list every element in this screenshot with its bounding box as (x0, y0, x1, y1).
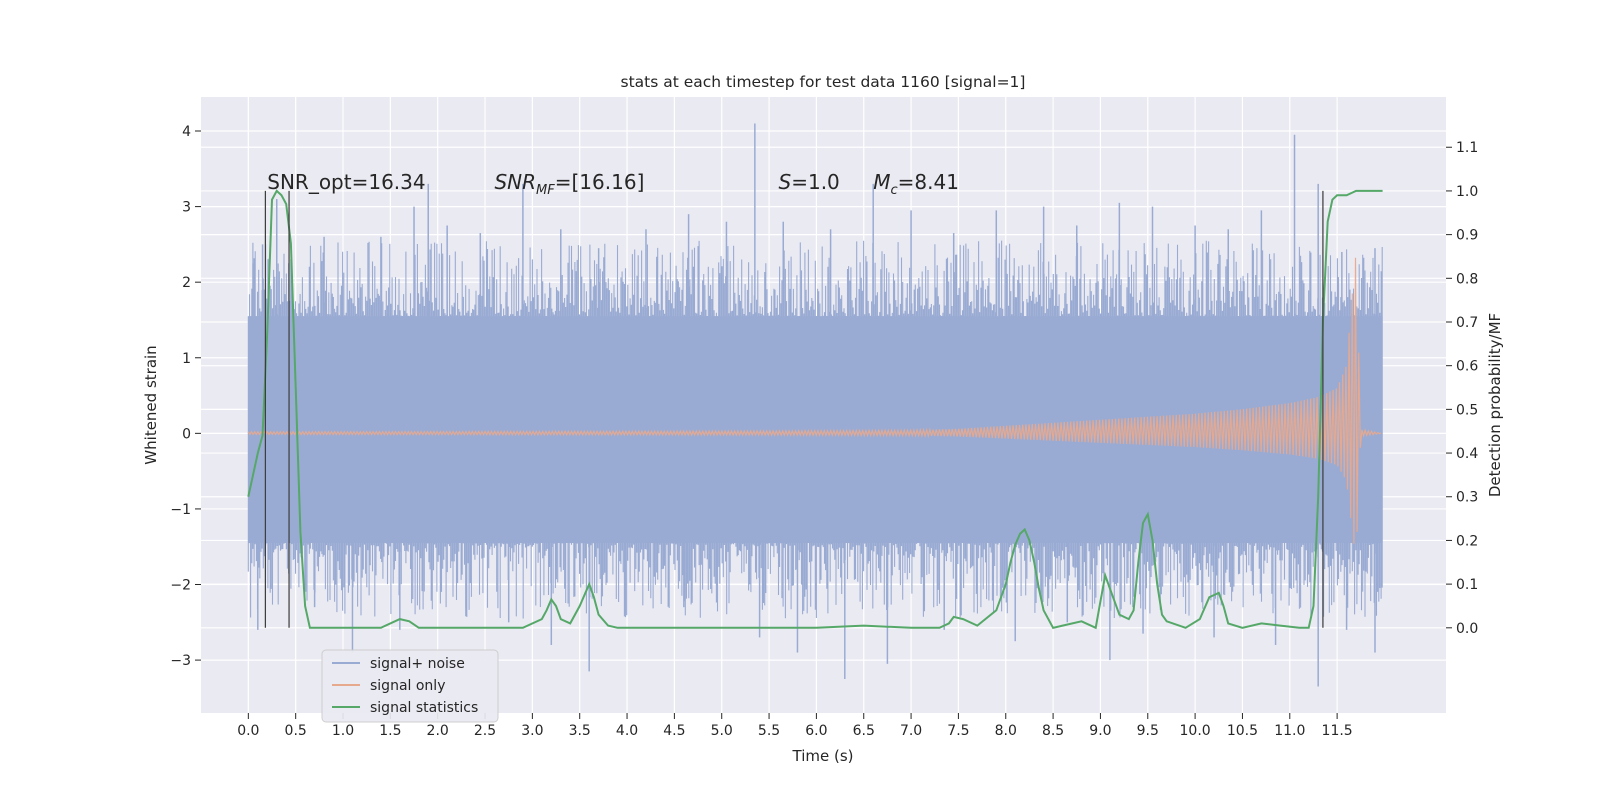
series-signal-statistics (247, 189, 1383, 630)
x-tick-label: 6.5 (853, 723, 875, 739)
y-right-tick-label: 0.3 (1456, 490, 1478, 506)
y-right-tick-label: 0.0 (1456, 621, 1478, 637)
y-right-tick-label: 0.2 (1456, 533, 1478, 549)
x-axis-label: Time (s) (792, 747, 854, 765)
legend-box (321, 649, 499, 723)
y-right-tick-label: 1.1 (1456, 140, 1478, 156)
x-tick-label: 2.0 (427, 723, 449, 739)
axes: 0.0 0.5 1.0 1.5 2.0 2.5 3.0 3.5 4.0 4.5 5.0 5.5 6.0 6… (170, 124, 1478, 739)
y-right-tick-label: 0.5 (1456, 402, 1478, 418)
x-tick-label: 11.0 (1274, 723, 1305, 739)
series-layer (247, 123, 1383, 687)
legend: signal+ noise signal only signal statistic… (321, 649, 499, 723)
annotation: S=1.0 (779, 170, 840, 194)
y-right-tick-label: 0.6 (1456, 359, 1478, 375)
y-left-tick-label: 2 (182, 275, 191, 291)
x-tick-label: 9.0 (1089, 723, 1111, 739)
y-left-tick-label: −3 (170, 653, 191, 669)
legend-label: signal+ noise (370, 656, 465, 672)
y-axis-label-left: Whitened strain (142, 345, 160, 464)
y-left-tick-label: 4 (182, 124, 191, 140)
x-tick-label: 7.5 (947, 723, 969, 739)
annotation: SNR_opt=16.34 (267, 170, 425, 194)
x-tick-label: 3.0 (521, 723, 543, 739)
x-tick-label: 8.0 (995, 723, 1017, 739)
y-right-tick-label: 0.9 (1456, 228, 1478, 244)
y-right-tick-label: 0.1 (1456, 577, 1478, 593)
x-tick-label: 5.5 (758, 723, 780, 739)
annotation: SNRMF=[16.16] (494, 170, 644, 198)
x-tick-label: 10.5 (1227, 723, 1258, 739)
y-right-tick-label: 1.0 (1456, 184, 1478, 200)
y-left-tick-label: 1 (182, 351, 191, 367)
y-axis-label-right: Detection probability/MF (1486, 313, 1504, 497)
x-tick-label: 1.5 (379, 723, 401, 739)
y-right-tick-label: 0.7 (1456, 315, 1478, 331)
x-tick-label: 11.5 (1322, 723, 1353, 739)
x-tick-label: 4.0 (616, 723, 638, 739)
x-tick-label: 4.5 (663, 723, 685, 739)
y-right-tick-label: 0.4 (1456, 446, 1478, 462)
statistics-line (247, 189, 1383, 630)
legend-label: signal statistics (370, 700, 478, 716)
x-tick-label: 10.0 (1180, 723, 1211, 739)
x-tick-label: 6.0 (805, 723, 827, 739)
x-tick-label: 2.5 (474, 723, 496, 739)
annotation: Mc=8.41 (873, 170, 959, 198)
y-left-tick-label: −2 (170, 578, 191, 594)
y-left-tick-label: −1 (170, 502, 191, 518)
x-tick-label: 5.0 (711, 723, 733, 739)
annotations: SNR_opt=16.34 SNRMF=[16.16] S=1.0 Mc=8.41 (267, 170, 959, 198)
series-signal-only (247, 257, 1382, 544)
y-left-tick-label: 3 (182, 200, 191, 216)
x-tick-label: 0.5 (285, 723, 307, 739)
x-tick-label: 1.0 (332, 723, 354, 739)
y-right-tick-label: 0.8 (1456, 271, 1478, 287)
x-tick-label: 7.0 (900, 723, 922, 739)
x-tick-label: 8.5 (1042, 723, 1064, 739)
x-tick-label: 3.5 (569, 723, 591, 739)
vertical-markers (264, 190, 1324, 628)
chirp-trace (247, 257, 1382, 544)
chart-title: stats at each timestep for test data 116… (621, 73, 1026, 91)
legend-label: signal only (370, 678, 445, 694)
y-left-tick-label: 0 (182, 426, 191, 442)
x-tick-label: 0.0 (237, 723, 259, 739)
x-tick-label: 9.5 (1137, 723, 1159, 739)
